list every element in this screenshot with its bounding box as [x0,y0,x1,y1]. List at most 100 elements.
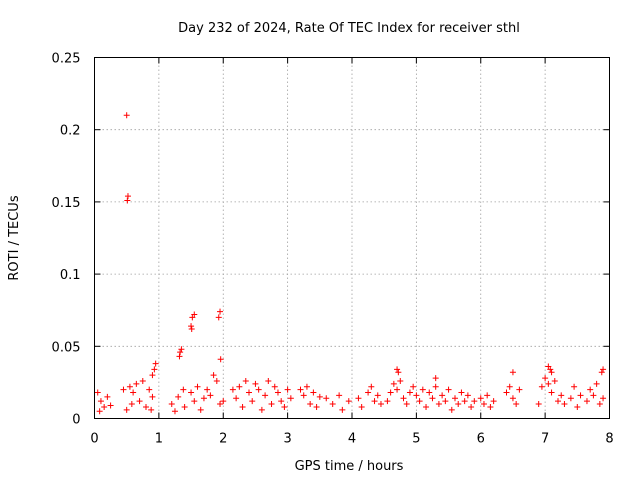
y-tick-label: 0.2 [60,124,81,139]
data-point [107,402,114,409]
data-point [300,392,307,399]
data-point [239,403,246,410]
ticks-layer: 0 1 2 3 4 5 6 7 8 0 0.05 0.1 0.15 0.2 0.25 [52,52,614,447]
data-point [600,395,607,402]
data-point [123,406,130,413]
data-point [189,314,196,321]
data-point [265,377,272,384]
data-point [246,389,252,396]
data-point [136,398,143,405]
data-point [284,386,291,393]
y-tick-label: 0.25 [52,52,81,67]
data-point [548,389,555,396]
data-point [146,386,153,393]
data-point [548,369,555,376]
data-point [551,377,558,384]
data-point [287,395,294,402]
data-point [458,389,465,396]
data-point [390,380,397,387]
data-point [249,398,256,405]
data-point [148,406,155,413]
data-point [104,393,111,400]
data-point [394,366,401,373]
data-point [133,380,140,387]
data-point [236,383,243,390]
data-point [590,392,597,399]
y-tick-label: 0.1 [60,268,81,283]
data-point [371,398,378,405]
data-point [439,392,446,399]
data-point [468,403,475,410]
grid-layer [94,57,610,419]
y-tick-label: 0.05 [52,340,81,355]
data-point [258,406,265,413]
data-point [175,393,182,400]
x-tick-label: 3 [283,432,291,447]
data-point [271,383,278,390]
data-point [471,398,478,405]
x-tick-label: 4 [348,432,356,447]
data-point [242,377,249,384]
data-point [220,398,227,405]
data-point [577,392,584,399]
data-point [217,308,224,315]
data-point [130,389,137,396]
data-point [143,403,149,410]
data-point [464,392,471,399]
data-point [252,380,259,387]
data-point [535,401,542,408]
x-tick-label: 1 [155,432,163,447]
data-point [503,389,510,396]
data-point [123,112,130,119]
data-point [435,401,442,408]
data-point [278,398,285,405]
data-point [217,356,224,363]
data-point [310,389,317,396]
data-point [329,401,336,408]
data-point [358,403,365,410]
data-point [547,366,554,373]
data-point [395,369,402,376]
x-tick-label: 8 [605,432,613,447]
data-point [509,369,516,376]
data-point [139,377,146,384]
data-point [477,395,484,402]
data-point [207,392,214,399]
data-point [210,372,217,379]
x-tick-label: 7 [541,432,549,447]
data-point [571,383,578,390]
data-point [336,392,343,399]
data-point [513,401,520,408]
data-point [197,406,204,413]
data-point [583,398,590,405]
data-point [509,395,516,402]
data-point [377,401,384,408]
data-point [188,389,195,396]
data-point [397,377,404,384]
data-point [124,193,131,200]
data-point [126,383,133,390]
data-point [542,375,549,382]
data-point [191,398,198,405]
data-point [455,401,462,408]
data-point [233,395,240,402]
data-point [204,386,211,393]
data-point [423,403,430,410]
x-axis-label: GPS time / hours [295,459,404,474]
x-tick-label: 5 [412,432,420,447]
data-point [101,403,108,410]
data-point [593,380,600,387]
data-point [480,401,487,408]
data-point [567,395,574,402]
x-tick-label: 6 [477,432,485,447]
data-point [268,401,275,408]
data-point [416,398,423,405]
data-point [561,401,568,408]
data-point [365,389,372,396]
data-point [368,383,375,390]
data-point [213,377,220,384]
data-point [323,395,330,402]
data-point [188,323,195,330]
data-point [574,403,581,410]
